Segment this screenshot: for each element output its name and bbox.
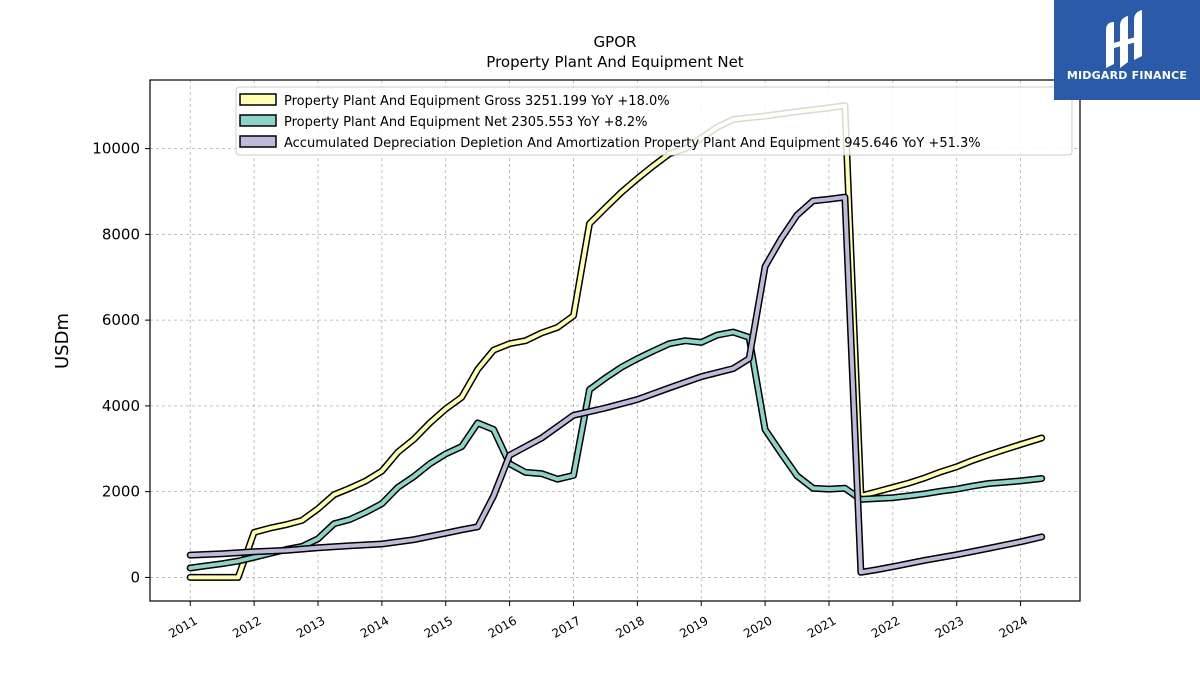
y-axis: 0 2000 4000 6000 8000 10000	[92, 140, 150, 586]
x-tick-label: 2019	[677, 613, 710, 640]
y-tick-label: 0	[130, 568, 140, 586]
y-tick-label: 10000	[92, 140, 140, 158]
legend-swatch-net	[239, 114, 277, 127]
x-tick-label: 2021	[805, 613, 838, 640]
x-tick-label: 2011	[166, 613, 199, 640]
plot-border	[149, 79, 1081, 602]
legend-swatch-gross	[239, 93, 277, 106]
series-line-2	[188, 195, 1044, 575]
x-tick-label: 2022	[869, 613, 902, 640]
x-tick-label: 2024	[997, 613, 1030, 640]
y-tick-label: 4000	[102, 397, 140, 415]
x-tick-label: 2017	[550, 613, 583, 640]
legend: Property Plant And Equipment Gross 3251.…	[235, 86, 1073, 156]
x-axis: 2011 2012 2013 2014 2015 2016 2017 2018 2019 2020…	[166, 601, 1030, 641]
series-line-0	[188, 103, 1044, 580]
x-tick-label: 2012	[230, 613, 263, 640]
series-line-1	[188, 330, 1044, 570]
chart-subtitle: Property Plant And Equipment Net	[486, 53, 743, 71]
x-tick-label: 2020	[741, 613, 774, 640]
legend-label-depreciation: Accumulated Depreciation Depletion And A…	[284, 136, 981, 151]
y-tick-label: 6000	[102, 311, 140, 329]
brand-name: MIDGARD FINANCE	[1066, 69, 1188, 82]
x-tick-label: 2014	[358, 613, 391, 640]
midgard-logo-icon	[1106, 10, 1142, 68]
legend-label-net: Property Plant And Equipment Net 2305.55…	[284, 115, 648, 130]
series-lines	[186, 102, 1046, 581]
x-tick-label: 2015	[422, 613, 455, 640]
legend-swatch-depreciation	[239, 135, 277, 148]
brand-logo: MIDGARD FINANCE	[1054, 0, 1200, 100]
x-tick-label: 2016	[486, 613, 519, 640]
x-tick-label: 2018	[613, 613, 646, 640]
y-axis-label: USDm	[52, 313, 73, 369]
legend-label-gross: Property Plant And Equipment Gross 3251.…	[284, 94, 670, 109]
y-tick-label: 8000	[102, 225, 140, 243]
x-tick-label: 2013	[294, 613, 327, 640]
chart-title: GPOR	[594, 33, 637, 51]
legend-box	[235, 86, 1073, 156]
y-tick-label: 2000	[102, 483, 140, 501]
x-tick-label: 2023	[933, 613, 966, 640]
